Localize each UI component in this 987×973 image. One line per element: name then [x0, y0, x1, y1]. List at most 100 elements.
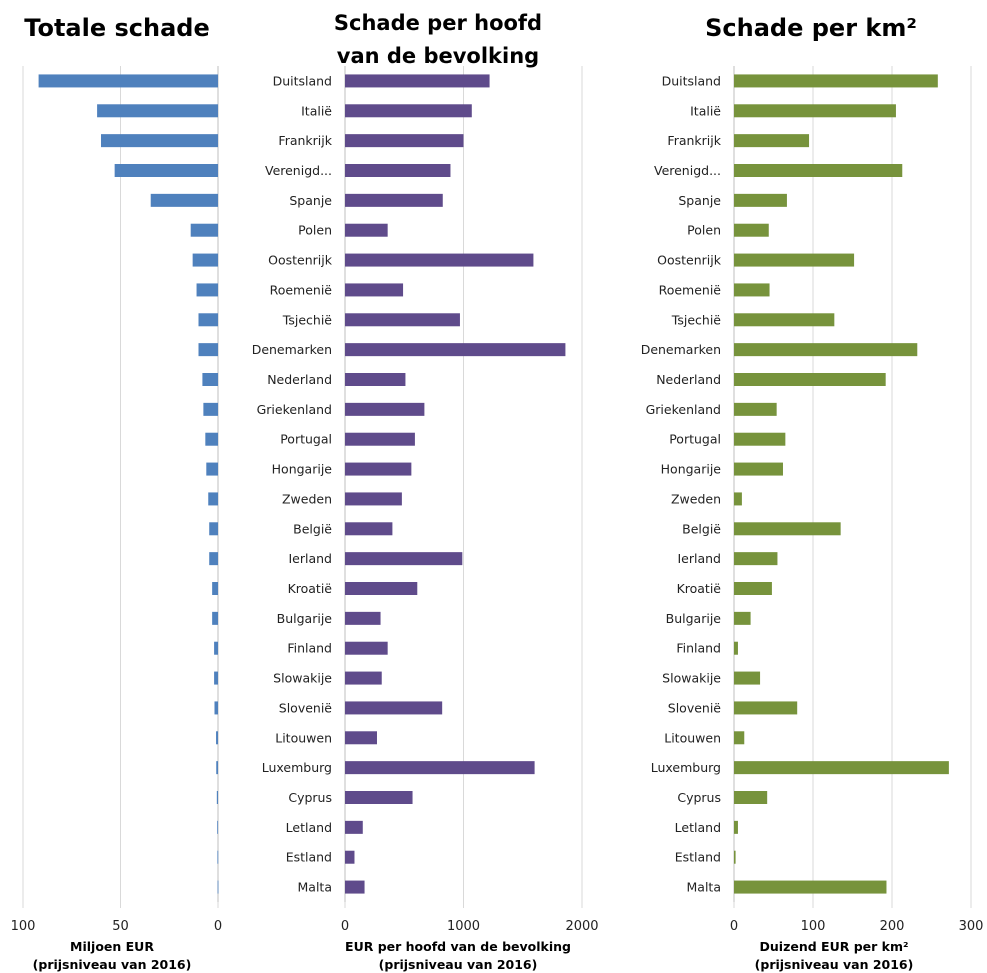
category-label-luxemburg: Luxemburg [262, 760, 332, 775]
category-label-zweden: Zweden [671, 491, 721, 506]
x-axis-sublabel: (prijsniveau van 2016) [379, 957, 538, 972]
category-label-duitsland: Duitsland [662, 73, 721, 88]
bar-slowakije [734, 671, 761, 685]
bar-griekenland [203, 402, 218, 416]
bar-hongarije [345, 462, 412, 476]
bar-tsjechie [345, 313, 460, 327]
bar-malta [734, 880, 887, 894]
bar-estland [734, 850, 736, 864]
category-label-belgie: België [682, 521, 721, 536]
bar-zweden [734, 492, 742, 506]
bar-portugal [205, 432, 218, 446]
category-label-finland: Finland [676, 641, 721, 656]
category-label-finland: Finland [287, 641, 332, 656]
panel-totale-schade: Totale schade 100 50 0 Miljoen EUR (prijsnive… [11, 14, 223, 972]
bar-belgie [734, 522, 841, 536]
category-label-malta: Malta [687, 880, 721, 895]
chart-title: Schade per hoofd [334, 11, 542, 35]
category-label-roemenie: Roemenië [659, 282, 722, 297]
category-label-italie: Italië [301, 103, 332, 118]
bar-ierland [345, 552, 463, 566]
category-label-letland: Letland [675, 820, 721, 835]
bar-slowakije [214, 671, 218, 685]
category-label-oostenrijk: Oostenrijk [657, 253, 722, 268]
bar-bulgarije [345, 611, 381, 625]
bar-belgie [209, 522, 218, 536]
category-label-luxemburg: Luxemburg [651, 760, 721, 775]
category-label-verenigd: Verenigd... [654, 163, 721, 178]
category-label-tsjechie: Tsjechië [671, 312, 722, 327]
bar-verenigd [114, 164, 218, 177]
bar-finland [214, 641, 218, 655]
bar-slovenie [345, 701, 443, 715]
category-label-ierland: Ierland [288, 551, 332, 566]
category-label-estland: Estland [675, 850, 721, 865]
x-tick-label: 200 [880, 919, 905, 934]
bar-nederland [202, 373, 218, 386]
bar-letland [217, 820, 219, 834]
x-tick-label: 0 [730, 919, 738, 934]
category-label-slowakije: Slowakije [273, 671, 332, 686]
bar-kroatie [345, 582, 418, 595]
bar-griekenland [345, 402, 425, 416]
bar-kroatie [212, 582, 218, 595]
bar-roemenie [345, 283, 404, 297]
bar-litouwen [216, 731, 218, 745]
category-label-polen: Polen [687, 223, 721, 238]
category-label-hongarije: Hongarije [272, 462, 333, 477]
x-axis-label: EUR per hoofd van de bevolking [345, 939, 571, 954]
bar-portugal [345, 432, 415, 446]
bar-luxemburg [345, 761, 535, 775]
bar-hongarije [734, 462, 783, 476]
category-label-nederland: Nederland [267, 372, 332, 387]
category-label-duitsland: Duitsland [273, 73, 332, 88]
category-label-slovenie: Slovenië [279, 700, 333, 715]
bar-portugal [734, 432, 786, 446]
bar-polen [190, 223, 218, 237]
bar-verenigd [345, 164, 451, 177]
category-label-griekenland: Griekenland [257, 402, 332, 417]
bar-griekenland [734, 402, 777, 416]
bar-estland [217, 850, 219, 864]
chart-title: Totale schade [24, 14, 209, 42]
bar-spanje [150, 193, 218, 207]
bar-denemarken [345, 343, 566, 357]
x-axis-label: Miljoen EUR [70, 939, 154, 954]
x-tick-label: 2000 [565, 919, 598, 934]
bar-spanje [734, 193, 787, 207]
category-label-griekenland: Griekenland [646, 402, 721, 417]
category-label-verenigd: Verenigd... [265, 163, 332, 178]
x-axis-sublabel: (prijsniveau van 2016) [33, 957, 192, 972]
bar-ierland [734, 552, 778, 566]
bar-frankrijk [345, 134, 464, 148]
panel-schade-per-hoofd: Schade per hoofd van de bevolking Duitslan… [252, 11, 599, 972]
category-label-roemenie: Roemenië [270, 282, 333, 297]
category-label-kroatie: Kroatië [288, 581, 333, 596]
bar-zweden [345, 492, 402, 506]
bar-tsjechie [734, 313, 835, 327]
x-tick-label: 100 [11, 919, 36, 934]
bar-italie [734, 104, 896, 118]
bar-nederland [345, 373, 406, 386]
bar-letland [345, 820, 363, 834]
bar-italie [97, 104, 218, 118]
bar-spanje [345, 193, 443, 207]
category-label-belgie: België [293, 521, 332, 536]
bar-duitsland [345, 74, 490, 88]
bar-frankrijk [734, 134, 810, 148]
x-tick-label: 300 [959, 919, 984, 934]
category-label-spanje: Spanje [678, 193, 721, 208]
category-label-bulgarije: Bulgarije [666, 611, 722, 626]
bar-cyprus [345, 791, 413, 804]
bar-nederland [734, 373, 886, 386]
category-label-oostenrijk: Oostenrijk [268, 253, 333, 268]
bar-hongarije [206, 462, 218, 476]
bar-verenigd [734, 164, 903, 177]
category-label-polen: Polen [298, 223, 332, 238]
bar-roemenie [734, 283, 770, 297]
category-label-tsjechie: Tsjechië [282, 312, 333, 327]
category-label-spanje: Spanje [289, 193, 332, 208]
category-label-portugal: Portugal [280, 432, 332, 447]
category-label-cyprus: Cyprus [677, 790, 721, 805]
